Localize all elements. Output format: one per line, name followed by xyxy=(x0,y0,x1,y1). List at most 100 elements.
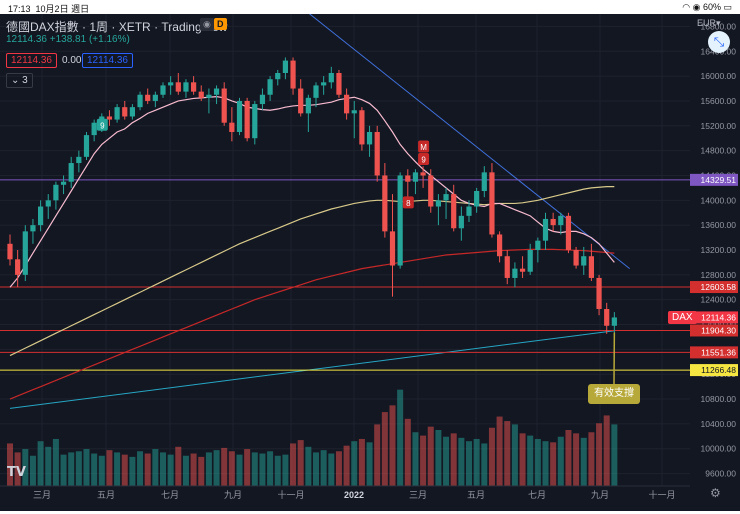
candle-body[interactable] xyxy=(451,194,457,229)
candle-body[interactable] xyxy=(389,231,396,266)
candle-body[interactable] xyxy=(114,107,120,120)
candle-body[interactable] xyxy=(221,88,227,123)
price-chart[interactable]: 9M9816800.0016400.0016000.0015600.001520… xyxy=(0,14,740,514)
indicators-toggle[interactable]: ⌄ 3 xyxy=(6,73,33,88)
candle-body[interactable] xyxy=(489,172,495,235)
candle-body[interactable] xyxy=(290,60,296,89)
candle-body[interactable] xyxy=(611,317,617,326)
candle-body[interactable] xyxy=(168,82,174,86)
candle-body[interactable] xyxy=(405,175,411,182)
candle-body[interactable] xyxy=(527,250,533,272)
candle-body[interactable] xyxy=(374,132,380,176)
candle-body[interactable] xyxy=(229,122,235,132)
candle-body[interactable] xyxy=(7,243,13,260)
candle-body[interactable] xyxy=(435,200,441,207)
candle-body[interactable] xyxy=(382,175,388,232)
tradingview-logo[interactable]: TV xyxy=(7,465,26,480)
price-axis-marker[interactable] xyxy=(690,281,738,294)
candle-body[interactable] xyxy=(129,107,135,117)
price-axis-marker[interactable] xyxy=(690,346,738,359)
candle-body[interactable] xyxy=(458,215,464,229)
candle-body[interactable] xyxy=(76,156,82,164)
candle-body[interactable] xyxy=(236,100,243,132)
candle-body[interactable] xyxy=(267,79,273,95)
candle-body[interactable] xyxy=(22,231,28,275)
candle-body[interactable] xyxy=(53,184,59,201)
candle-body[interactable] xyxy=(420,172,426,176)
interval-label[interactable]: 1周 xyxy=(89,20,109,34)
candle-body[interactable] xyxy=(588,256,594,278)
candle-body[interactable] xyxy=(519,268,526,272)
candle-body[interactable] xyxy=(321,82,327,86)
buy-price-button[interactable]: 12114.36 xyxy=(82,53,133,68)
candle-body[interactable] xyxy=(160,85,166,95)
support-annotation[interactable]: 有效支撐 xyxy=(588,384,640,404)
candle-body[interactable] xyxy=(497,234,503,257)
price-axis-marker[interactable] xyxy=(690,324,738,337)
candle-body[interactable] xyxy=(328,73,334,83)
candle-body[interactable] xyxy=(565,215,572,250)
candle-body[interactable] xyxy=(336,73,342,95)
candle-body[interactable] xyxy=(145,94,151,101)
candle-body[interactable] xyxy=(305,97,311,114)
candle-body[interactable] xyxy=(152,94,158,101)
downtrend-line[interactable] xyxy=(240,14,630,270)
candle-body[interactable] xyxy=(83,135,90,157)
eye-icon[interactable]: ◉ xyxy=(200,18,214,31)
candle-body[interactable] xyxy=(60,181,67,185)
candle-body[interactable] xyxy=(30,225,36,232)
candle-body[interactable] xyxy=(351,110,357,114)
candle-body[interactable] xyxy=(183,82,189,92)
price-axis-marker[interactable] xyxy=(690,364,738,377)
price-axis-marker[interactable] xyxy=(690,173,738,186)
candle-body[interactable] xyxy=(366,132,373,145)
candle-body[interactable] xyxy=(604,309,610,326)
candle-body[interactable] xyxy=(191,82,197,92)
candle-body[interactable] xyxy=(137,94,143,108)
candle-body[interactable] xyxy=(412,172,419,182)
candle-body[interactable] xyxy=(359,110,365,145)
candle-body[interactable] xyxy=(428,175,434,207)
uptrend-line[interactable] xyxy=(9,330,615,409)
candle-body[interactable] xyxy=(45,200,51,207)
candle-body[interactable] xyxy=(504,256,510,278)
candle-body[interactable] xyxy=(298,88,304,114)
currency-selector[interactable]: EUR▾ xyxy=(697,18,721,28)
candle-body[interactable] xyxy=(259,94,266,105)
candle-body[interactable] xyxy=(550,218,556,226)
candle-body[interactable] xyxy=(252,104,258,139)
candle-body[interactable] xyxy=(443,194,449,201)
fullscreen-icon[interactable]: ⤡ xyxy=(708,31,730,53)
candle-body[interactable] xyxy=(275,73,281,80)
candle-body[interactable] xyxy=(106,116,113,120)
delayed-data-badge[interactable]: D xyxy=(214,18,227,30)
candle-body[interactable] xyxy=(198,91,204,98)
candle-body[interactable] xyxy=(206,94,212,98)
settings-gear-icon[interactable]: ⚙ xyxy=(710,486,721,500)
candle-body[interactable] xyxy=(573,250,579,266)
candle-body[interactable] xyxy=(344,94,350,114)
candle-body[interactable] xyxy=(596,277,602,309)
price-change: +138.81 xyxy=(49,34,87,45)
price-axis-marker[interactable] xyxy=(690,311,738,324)
candle-body[interactable] xyxy=(213,88,220,95)
candle-body[interactable] xyxy=(122,107,128,117)
candle-body[interactable] xyxy=(313,85,319,98)
candle-body[interactable] xyxy=(244,100,250,139)
candle-body[interactable] xyxy=(466,206,472,216)
candle-body[interactable] xyxy=(38,206,44,226)
candle-body[interactable] xyxy=(68,163,74,182)
candle-body[interactable] xyxy=(91,122,97,136)
candle-body[interactable] xyxy=(175,82,181,92)
candle-body[interactable] xyxy=(397,175,403,266)
candle-body[interactable] xyxy=(512,268,518,278)
candle-body[interactable] xyxy=(474,191,480,207)
candle-body[interactable] xyxy=(15,259,21,275)
candle-body[interactable] xyxy=(581,256,587,266)
sell-price-button[interactable]: 12114.36 xyxy=(6,53,57,68)
candle-body[interactable] xyxy=(282,60,288,73)
candle-body[interactable] xyxy=(558,215,564,226)
candle-body[interactable] xyxy=(535,240,541,250)
candle-body[interactable] xyxy=(481,172,487,191)
candle-body[interactable] xyxy=(542,218,549,241)
